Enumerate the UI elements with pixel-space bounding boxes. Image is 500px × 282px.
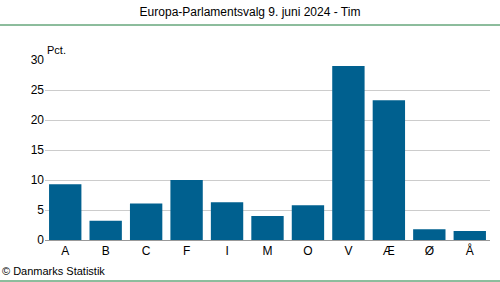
svg-text:C: C <box>142 244 151 258</box>
svg-text:10: 10 <box>31 173 45 187</box>
svg-text:5: 5 <box>37 203 44 217</box>
svg-text:Europa-Parlamentsvalg 9. juni: Europa-Parlamentsvalg 9. juni 2024 - Tim <box>140 5 361 19</box>
svg-text:20: 20 <box>31 113 45 127</box>
svg-text:A: A <box>61 244 69 258</box>
svg-text:25: 25 <box>31 83 45 97</box>
svg-text:© Danmarks Statistik: © Danmarks Statistik <box>2 265 105 277</box>
svg-text:O: O <box>303 244 312 258</box>
svg-text:0: 0 <box>37 233 44 247</box>
svg-text:30: 30 <box>31 53 45 67</box>
svg-text:I: I <box>225 244 228 258</box>
svg-text:Pct.: Pct. <box>47 44 66 56</box>
svg-text:F: F <box>183 244 190 258</box>
svg-text:Å: Å <box>466 243 474 258</box>
svg-text:M: M <box>263 244 273 258</box>
svg-text:Ø: Ø <box>425 244 434 258</box>
svg-text:B: B <box>102 244 110 258</box>
svg-text:Æ: Æ <box>383 244 395 258</box>
svg-text:15: 15 <box>31 143 45 157</box>
svg-text:V: V <box>344 244 352 258</box>
